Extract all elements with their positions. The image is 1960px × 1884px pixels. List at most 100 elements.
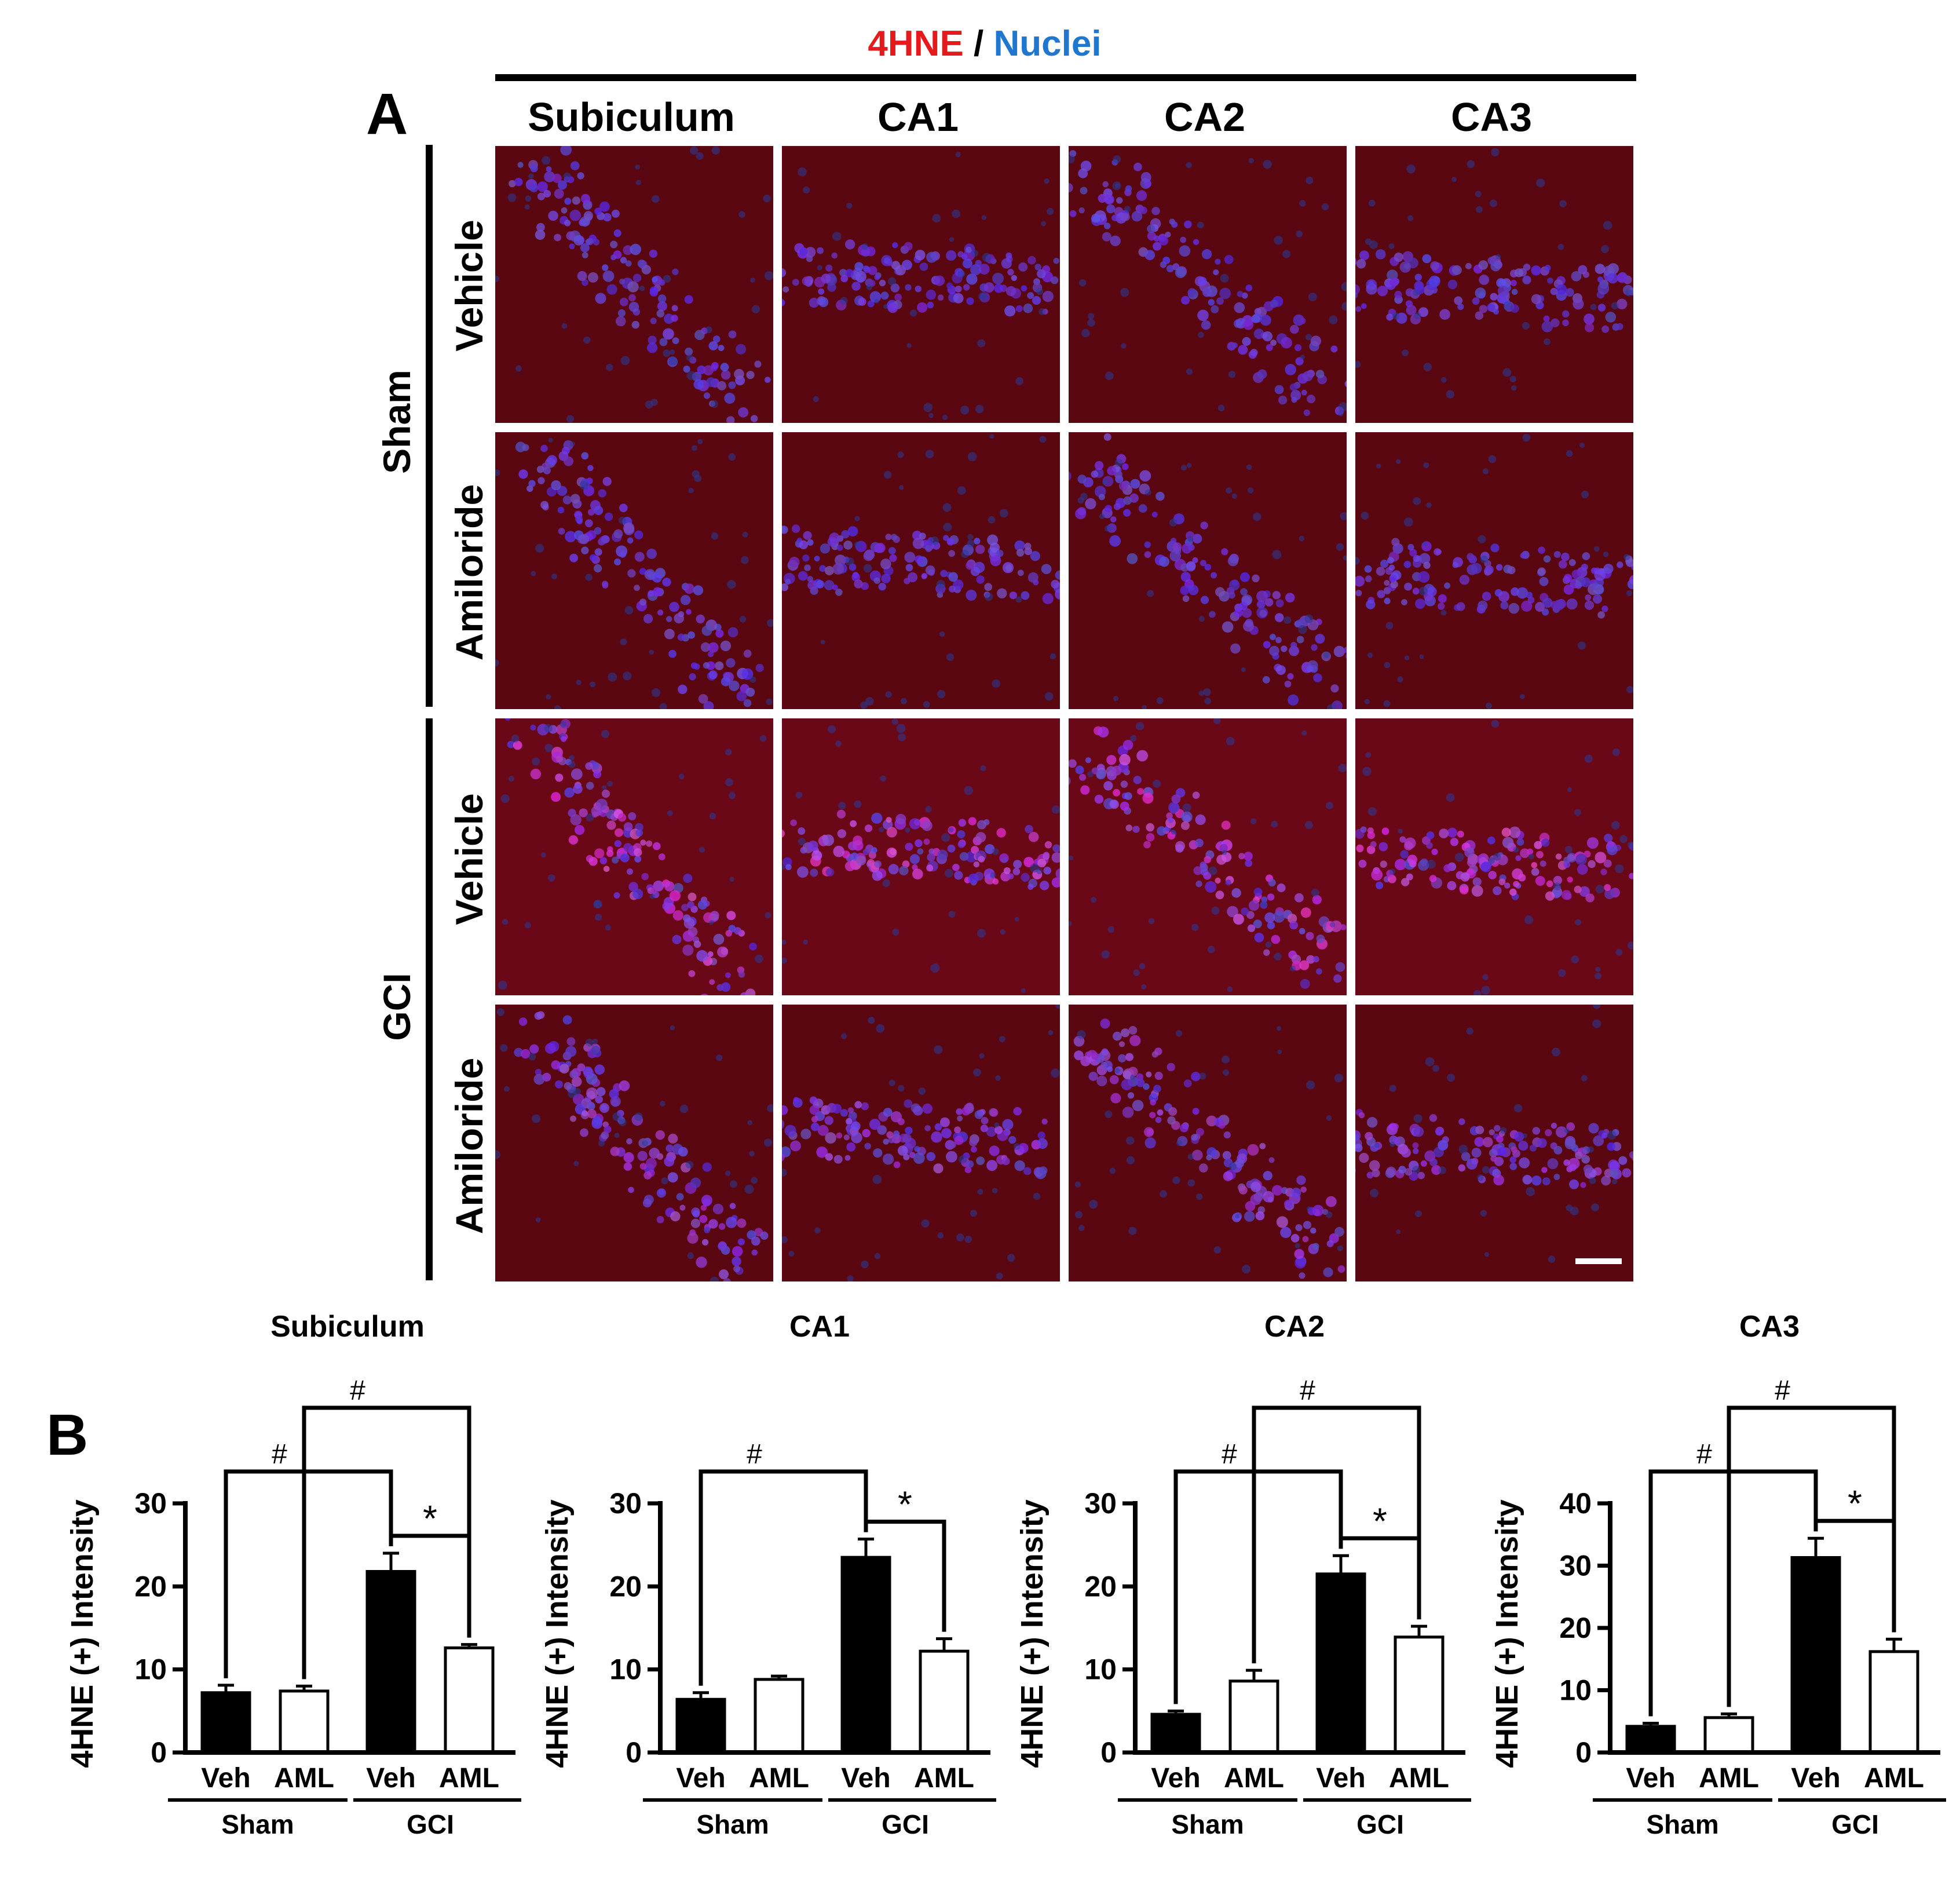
significance-bracket-star xyxy=(389,1534,471,1638)
y-tick-label: 0 xyxy=(151,1736,167,1769)
bar-sham-veh xyxy=(675,1697,726,1754)
bar-gci-aml xyxy=(919,1649,970,1754)
group-label-gci: GCI xyxy=(1831,1809,1879,1839)
gci-group-bracket xyxy=(426,718,433,1280)
y-tick-label: 20 xyxy=(609,1570,642,1602)
bar-sham-veh xyxy=(200,1691,251,1754)
column-label-subiculum: Subiculum xyxy=(528,94,735,140)
scale-bar xyxy=(1575,1258,1622,1264)
significance-bracket-star xyxy=(1339,1536,1421,1620)
bar-gci-veh xyxy=(1790,1556,1841,1754)
significance-hash: # xyxy=(1696,1439,1712,1470)
y-tick-label: 10 xyxy=(134,1653,167,1686)
x-tick-label: Veh xyxy=(201,1763,250,1794)
micrograph-gci-vehicle-ca2 xyxy=(1069,718,1347,995)
bar-gci-aml xyxy=(1868,1650,1919,1754)
y-tick-label: 30 xyxy=(134,1487,167,1520)
micrograph-sham-vehicle-subiculum xyxy=(495,146,773,423)
y-axis-label: 4HNE (+) Intensity xyxy=(1015,1499,1050,1768)
x-tick-label: AML xyxy=(274,1763,334,1794)
chart-ca1: 4HNE (+) Intensity 0 10 20 30 Veh AML Veh AML Sha… xyxy=(540,1439,996,1839)
micrograph-sham-vehicle-ca3 xyxy=(1355,146,1633,423)
y-tick-label: 30 xyxy=(1084,1487,1117,1520)
column-label-ca2: CA2 xyxy=(1164,94,1246,140)
bar-sham-veh xyxy=(1625,1725,1676,1754)
panel-a-letter: A xyxy=(366,82,408,147)
bar-gci-veh xyxy=(365,1570,416,1754)
y-tick-label: 0 xyxy=(1100,1736,1117,1769)
x-tick-label: Veh xyxy=(1316,1763,1365,1794)
stain-legend-separator: / xyxy=(963,24,994,64)
x-tick-label: Veh xyxy=(366,1763,415,1794)
micrograph-sham-amiloride-ca2 xyxy=(1069,432,1347,709)
chart-ca3: 4HNE (+) Intensity 0 10 20 30 40 Veh AML Veh AML S… xyxy=(1490,1375,1946,1839)
x-tick-label: AML xyxy=(1224,1763,1284,1794)
micrograph-gci-amiloride-ca1 xyxy=(782,1005,1060,1281)
significance-star: * xyxy=(1373,1500,1387,1542)
x-tick-label: AML xyxy=(749,1763,809,1794)
chart-title-ca1: CA1 xyxy=(789,1310,850,1343)
significance-hash: # xyxy=(1222,1439,1237,1470)
row-label-sham-vehicle: Vehicle xyxy=(448,220,491,352)
micrograph-gci-vehicle-ca3 xyxy=(1355,718,1633,995)
group-label-sham: Sham xyxy=(1646,1809,1718,1839)
micrograph-sham-amiloride-subiculum xyxy=(495,432,773,709)
bar-sham-aml xyxy=(1228,1679,1279,1754)
bar-sham-aml xyxy=(754,1678,805,1754)
significance-bracket-hash xyxy=(1252,1405,1421,1664)
y-axis-label: 4HNE (+) Intensity xyxy=(540,1499,575,1768)
y-tick-label: 10 xyxy=(1559,1674,1592,1707)
micrograph-gci-vehicle-subiculum xyxy=(495,718,773,995)
y-tick-label: 0 xyxy=(626,1736,642,1769)
significance-bracket-hash xyxy=(1648,1469,1818,1717)
panel-b-letter: B xyxy=(46,1403,89,1467)
significance-bracket-hash xyxy=(224,1469,393,1678)
group-label-sham: Sham xyxy=(375,370,418,474)
y-tick-label: 30 xyxy=(1559,1550,1592,1582)
significance-star: * xyxy=(423,1498,437,1539)
significance-hash: # xyxy=(1775,1375,1790,1406)
y-tick-label: 20 xyxy=(1559,1612,1592,1644)
y-tick-label: 40 xyxy=(1559,1487,1592,1520)
group-label-sham: Sham xyxy=(221,1809,294,1839)
row-label-gci-amiloride: Amiloride xyxy=(448,1057,491,1235)
significance-bracket-hash xyxy=(1173,1469,1343,1704)
x-tick-label: Veh xyxy=(1151,1763,1200,1794)
group-label-gci: GCI xyxy=(407,1809,454,1839)
chart-subiculum: 4HNE (+) Intensity 0 10 20 30 Veh AML Veh AML Sha… xyxy=(65,1375,521,1839)
group-label-gci: GCI xyxy=(882,1809,929,1839)
legend-underline xyxy=(495,74,1636,81)
bar-gci-veh xyxy=(1315,1572,1366,1754)
micrograph-gci-amiloride-subiculum xyxy=(495,1005,773,1281)
bar-sham-aml xyxy=(279,1689,330,1754)
row-label-gci-vehicle: Vehicle xyxy=(448,793,491,925)
group-label-sham: Sham xyxy=(696,1809,769,1839)
x-tick-label: Veh xyxy=(841,1763,890,1794)
y-tick-label: 10 xyxy=(609,1653,642,1686)
x-tick-label: AML xyxy=(439,1763,499,1794)
group-label-gci: GCI xyxy=(375,973,418,1041)
bar-gci-veh xyxy=(840,1556,891,1754)
significance-bracket-hash xyxy=(302,1405,471,1679)
significance-bracket-star xyxy=(1813,1518,1896,1633)
x-tick-label: Veh xyxy=(1626,1763,1675,1794)
stain-legend-4hne: 4HNE xyxy=(868,24,964,64)
x-tick-label: AML xyxy=(1864,1763,1924,1794)
significance-bracket-hash xyxy=(699,1469,868,1686)
stain-legend-nuclei: Nuclei xyxy=(993,24,1102,64)
significance-bracket-star xyxy=(864,1520,946,1632)
group-label-sham: Sham xyxy=(1171,1809,1244,1839)
x-tick-label: Veh xyxy=(676,1763,725,1794)
y-axis-label: 4HNE (+) Intensity xyxy=(65,1499,100,1768)
bar-sham-aml xyxy=(1703,1716,1754,1754)
bar-sham-veh xyxy=(1150,1713,1201,1754)
micrograph-sham-vehicle-ca1 xyxy=(782,146,1060,423)
y-tick-label: 10 xyxy=(1084,1653,1117,1686)
micrograph-gci-amiloride-ca3 xyxy=(1355,1005,1633,1281)
significance-hash: # xyxy=(1300,1375,1315,1406)
sham-group-bracket xyxy=(426,145,433,707)
y-tick-label: 20 xyxy=(134,1570,167,1602)
stain-legend: 4HNE / Nuclei xyxy=(498,23,1471,64)
chart-title-ca3: CA3 xyxy=(1739,1310,1800,1343)
micrograph-sham-vehicle-ca2 xyxy=(1069,146,1347,423)
